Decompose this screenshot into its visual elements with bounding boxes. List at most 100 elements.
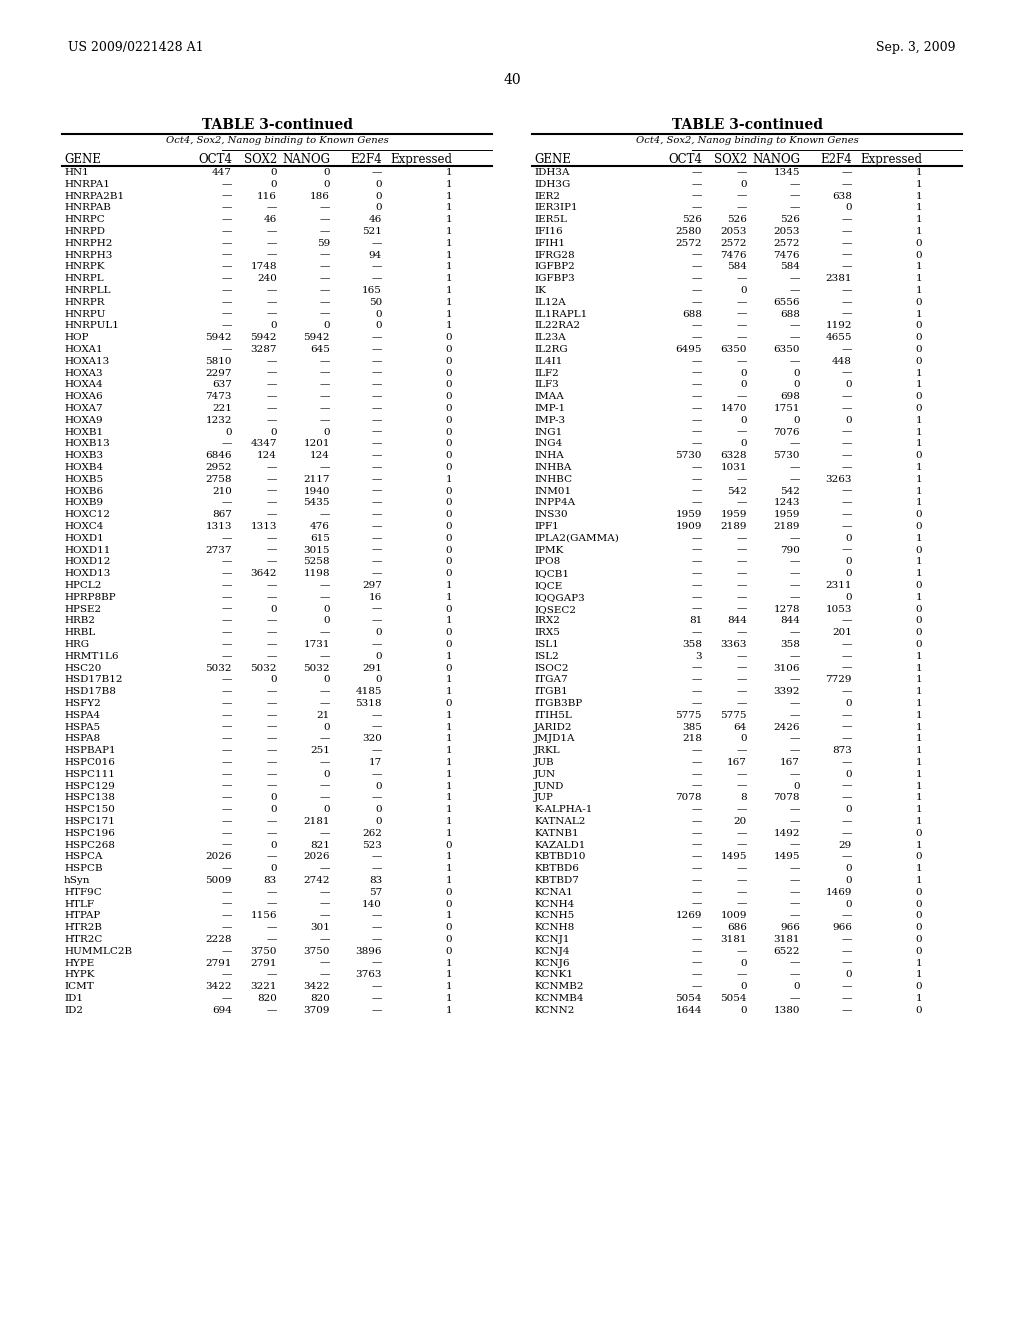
Text: 1: 1 — [915, 700, 922, 708]
Text: —: — — [319, 263, 330, 272]
Text: 820: 820 — [257, 994, 278, 1003]
Text: —: — — [736, 593, 746, 602]
Text: 0: 0 — [846, 569, 852, 578]
Text: —: — — [319, 392, 330, 401]
Text: —: — — [372, 853, 382, 862]
Text: 4347: 4347 — [251, 440, 278, 449]
Text: 1: 1 — [915, 746, 922, 755]
Text: —: — — [221, 841, 232, 850]
Text: —: — — [221, 676, 232, 684]
Text: JRKL: JRKL — [534, 746, 560, 755]
Text: 1: 1 — [915, 758, 922, 767]
Text: Expressed: Expressed — [860, 153, 922, 166]
Text: —: — — [842, 853, 852, 862]
Text: —: — — [319, 865, 330, 874]
Text: —: — — [790, 734, 800, 743]
Text: 1644: 1644 — [676, 1006, 702, 1015]
Text: —: — — [221, 688, 232, 696]
Text: 542: 542 — [780, 487, 800, 495]
Text: —: — — [221, 911, 232, 920]
Text: —: — — [790, 203, 800, 213]
Text: HOXB3: HOXB3 — [63, 451, 103, 461]
Text: HNRPU: HNRPU — [63, 310, 105, 318]
Text: —: — — [266, 298, 278, 306]
Text: HNRPUL1: HNRPUL1 — [63, 321, 119, 330]
Text: HSPC171: HSPC171 — [63, 817, 115, 826]
Text: HOXA3: HOXA3 — [63, 368, 102, 378]
Text: 0: 0 — [915, 298, 922, 306]
Text: 0: 0 — [445, 511, 452, 519]
Text: —: — — [736, 781, 746, 791]
Text: 1: 1 — [445, 310, 452, 318]
Text: 46: 46 — [264, 215, 278, 224]
Text: —: — — [266, 251, 278, 260]
Text: —: — — [736, 946, 746, 956]
Text: 2580: 2580 — [676, 227, 702, 236]
Text: —: — — [266, 533, 278, 543]
Text: 0: 0 — [915, 511, 922, 519]
Text: ING4: ING4 — [534, 440, 562, 449]
Text: 3422: 3422 — [303, 982, 330, 991]
Text: —: — — [842, 428, 852, 437]
Text: HSPC138: HSPC138 — [63, 793, 115, 803]
Text: 821: 821 — [310, 841, 330, 850]
Text: 3287: 3287 — [251, 345, 278, 354]
Text: —: — — [372, 911, 382, 920]
Text: HOXB4: HOXB4 — [63, 463, 103, 473]
Text: —: — — [221, 865, 232, 874]
Text: 0: 0 — [376, 203, 382, 213]
Text: —: — — [372, 640, 382, 649]
Text: —: — — [790, 333, 800, 342]
Text: —: — — [221, 700, 232, 708]
Text: IL4I1: IL4I1 — [534, 356, 562, 366]
Text: —: — — [790, 746, 800, 755]
Text: 2381: 2381 — [825, 275, 852, 284]
Text: INM01: INM01 — [534, 487, 571, 495]
Text: 0: 0 — [445, 700, 452, 708]
Text: —: — — [221, 298, 232, 306]
Text: HSPC150: HSPC150 — [63, 805, 115, 814]
Text: —: — — [266, 463, 278, 473]
Text: —: — — [790, 321, 800, 330]
Text: IL12A: IL12A — [534, 298, 565, 306]
Text: 966: 966 — [833, 923, 852, 932]
Text: 167: 167 — [727, 758, 746, 767]
Text: —: — — [266, 734, 278, 743]
Text: 1: 1 — [915, 286, 922, 294]
Text: —: — — [842, 958, 852, 968]
Text: 523: 523 — [362, 841, 382, 850]
Text: 0: 0 — [915, 239, 922, 248]
Text: KCNJ6: KCNJ6 — [534, 958, 569, 968]
Text: 0: 0 — [740, 1006, 746, 1015]
Text: —: — — [372, 935, 382, 944]
Text: —: — — [691, 463, 702, 473]
Text: —: — — [266, 628, 278, 638]
Text: 1: 1 — [445, 251, 452, 260]
Text: 3181: 3181 — [773, 935, 800, 944]
Text: 867: 867 — [212, 511, 232, 519]
Text: 688: 688 — [780, 310, 800, 318]
Text: 0: 0 — [324, 616, 330, 626]
Text: —: — — [842, 1006, 852, 1015]
Text: —: — — [221, 746, 232, 755]
Text: IK: IK — [534, 286, 546, 294]
Text: HSPBAP1: HSPBAP1 — [63, 746, 116, 755]
Text: 526: 526 — [727, 215, 746, 224]
Text: —: — — [319, 900, 330, 908]
Text: 0: 0 — [445, 946, 452, 956]
Text: IMP-3: IMP-3 — [534, 416, 565, 425]
Text: 5730: 5730 — [676, 451, 702, 461]
Text: 1: 1 — [445, 817, 452, 826]
Text: 1: 1 — [445, 180, 452, 189]
Text: 1: 1 — [445, 227, 452, 236]
Text: OCT4: OCT4 — [198, 153, 232, 166]
Text: 0: 0 — [270, 805, 278, 814]
Text: 94: 94 — [369, 251, 382, 260]
Text: 1: 1 — [915, 734, 922, 743]
Text: IER2: IER2 — [534, 191, 560, 201]
Text: 1: 1 — [915, 770, 922, 779]
Text: —: — — [842, 345, 852, 354]
Text: 1: 1 — [445, 688, 452, 696]
Text: 1: 1 — [445, 191, 452, 201]
Text: 1: 1 — [445, 994, 452, 1003]
